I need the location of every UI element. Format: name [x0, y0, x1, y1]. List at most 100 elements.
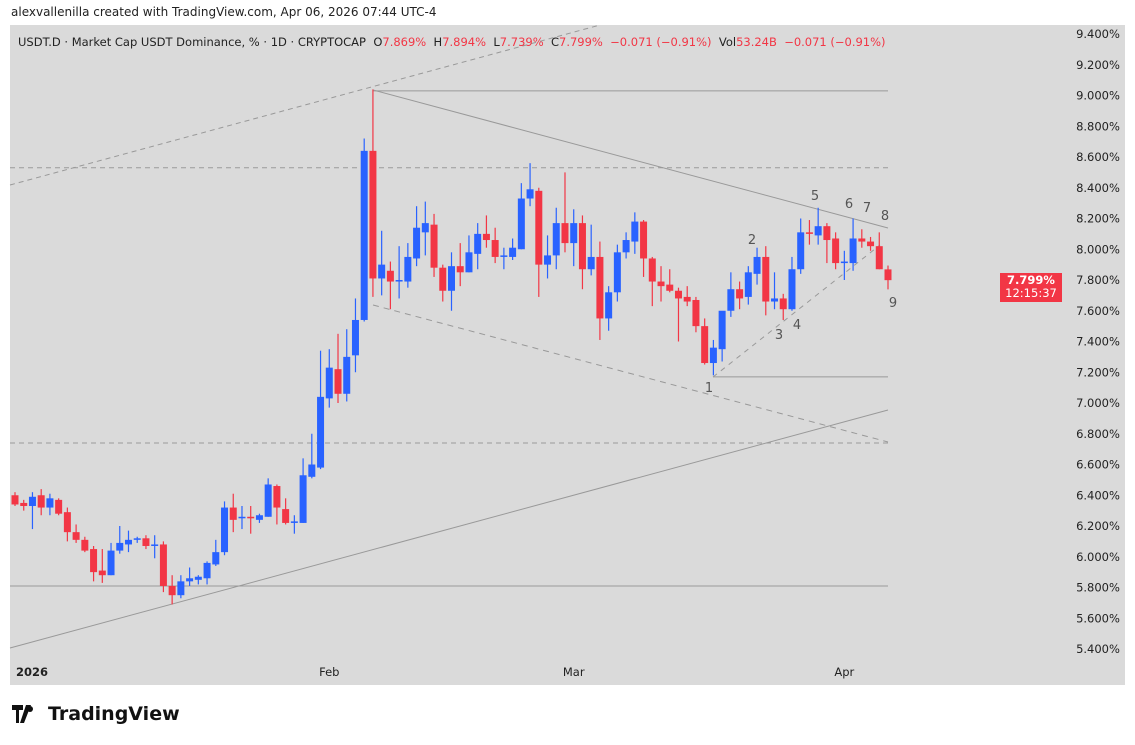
candle-body — [640, 221, 648, 259]
candle-body — [570, 223, 578, 244]
candle-body — [421, 223, 429, 233]
price-tick-label: 7.800% — [1076, 273, 1120, 287]
candle-body — [535, 190, 543, 265]
wave-label: 9 — [889, 296, 897, 311]
wave-label: 2 — [748, 233, 756, 248]
candle-body — [369, 150, 377, 279]
time-tick-label: Mar — [563, 665, 585, 679]
candle-body — [81, 539, 89, 551]
candle-body — [404, 256, 412, 282]
price-tick-label: 7.200% — [1076, 365, 1120, 379]
wave-label: 7 — [863, 201, 871, 216]
time-tick-label: Apr — [834, 665, 854, 679]
candle-body — [674, 290, 682, 299]
price-tick-label: 8.800% — [1076, 119, 1120, 133]
candle-body — [159, 544, 167, 586]
price-tick-label: 7.400% — [1076, 335, 1120, 349]
candle-body — [631, 221, 639, 242]
time-tick-label: 2026 — [16, 665, 48, 679]
lower-channel-line — [372, 304, 889, 443]
candle-body — [395, 280, 403, 282]
candle-body — [875, 246, 883, 270]
candle-body — [430, 224, 438, 268]
candle-body — [692, 299, 700, 327]
candle-body — [28, 496, 36, 507]
candle-body — [858, 238, 866, 242]
candle-body — [552, 223, 560, 256]
candle-body — [709, 347, 717, 364]
candle-body — [142, 538, 150, 546]
low-label: L — [493, 35, 500, 49]
price-tick-label: 6.000% — [1076, 550, 1120, 564]
tradingview-logo-icon — [12, 705, 42, 723]
candle-body — [544, 255, 552, 265]
candle-body — [491, 240, 499, 257]
candle-body — [98, 570, 106, 576]
candle-body — [849, 238, 857, 264]
candle-body — [736, 289, 744, 299]
symbol-description[interactable]: USDT.D · Market Cap USDT Dominance, % · … — [18, 35, 366, 49]
candle-body — [360, 150, 368, 320]
price-tick-label: 9.400% — [1076, 27, 1120, 41]
chart-credit: alexvallenilla created with TradingView.… — [11, 5, 437, 19]
candle-body — [561, 223, 569, 244]
candle-body — [771, 298, 779, 302]
candle-body — [517, 198, 525, 250]
price-tick-label: 8.200% — [1076, 212, 1120, 226]
candle-body — [11, 495, 19, 505]
brand-name: TradingView — [48, 703, 180, 725]
low-value: 7.739% — [499, 35, 544, 49]
candle-body — [351, 319, 359, 356]
candle-body — [509, 247, 517, 257]
wave-trendline — [712, 244, 881, 378]
candle-body — [308, 464, 316, 477]
candle-body — [282, 509, 290, 523]
high-value: 7.894% — [442, 35, 487, 49]
last-price-label: 7.799% 12:15:37 — [1000, 273, 1062, 302]
candle-body — [72, 532, 80, 540]
wave-label: 5 — [811, 189, 819, 204]
candle-body — [299, 475, 307, 523]
price-tick-label: 5.800% — [1076, 581, 1120, 595]
candle-body — [273, 486, 281, 508]
last-price-value: 7.799% — [1007, 273, 1055, 287]
candle-body — [788, 269, 796, 310]
wave-label: 6 — [845, 197, 853, 212]
candle-body — [151, 544, 159, 546]
candle-body — [37, 495, 45, 508]
candle-body — [229, 507, 237, 520]
candle-body — [727, 289, 735, 311]
candle-body — [90, 549, 98, 573]
price-tick-label: 6.800% — [1076, 427, 1120, 441]
candle-body — [247, 516, 255, 519]
tradingview-brand[interactable]: TradingView — [12, 703, 180, 725]
candle-body — [264, 484, 272, 517]
candle-body — [212, 552, 220, 565]
candle-body — [500, 255, 508, 257]
candle-body — [744, 272, 752, 297]
candle-body — [203, 562, 211, 579]
candle-body — [701, 326, 709, 364]
candle-body — [482, 233, 490, 241]
candle-body — [474, 233, 482, 254]
candle-body — [317, 396, 325, 468]
open-value: 7.869% — [382, 35, 427, 49]
candle-body — [814, 226, 822, 236]
change-value: −0.071 (−0.91%) — [610, 35, 712, 49]
candle-body — [779, 298, 787, 310]
candle-body — [657, 281, 665, 287]
price-tick-label: 8.400% — [1076, 181, 1120, 195]
candle-body — [805, 232, 813, 234]
candle-body — [413, 227, 421, 259]
wave-label: 3 — [775, 328, 783, 343]
price-tick-label: 5.600% — [1076, 611, 1120, 625]
candle-body — [718, 310, 726, 350]
candle-body — [605, 292, 613, 319]
ohlc-legend: USDT.D · Market Cap USDT Dominance, % · … — [18, 35, 886, 49]
candle-body — [63, 512, 71, 533]
candle-body — [46, 498, 54, 508]
price-tick-label: 8.600% — [1076, 150, 1120, 164]
price-tick-label: 7.000% — [1076, 396, 1120, 410]
candle-body — [194, 576, 202, 580]
